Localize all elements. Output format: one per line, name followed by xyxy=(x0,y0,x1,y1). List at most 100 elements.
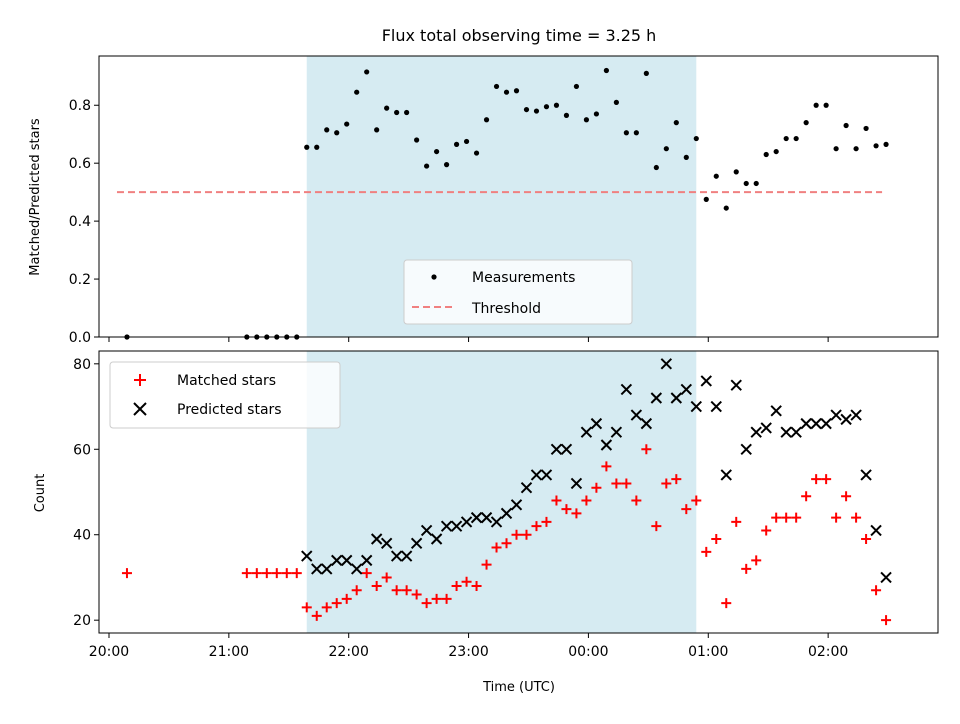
legend-label-measurements: Measurements xyxy=(472,270,575,286)
marker-1-1-57 xyxy=(870,524,882,537)
marker-1-0-61 xyxy=(841,491,852,502)
marker-0-0-40 xyxy=(633,130,639,136)
marker-1-0-20 xyxy=(431,593,442,604)
marker-1-0-37 xyxy=(601,461,612,472)
marker-1-0-63 xyxy=(861,534,872,544)
x-tick-label-6: 02:00 xyxy=(808,644,848,660)
marker-1-1-42 xyxy=(720,469,732,481)
marker-1-0-23 xyxy=(461,576,472,587)
y-tick-label-0-0: 0.0 xyxy=(69,330,91,346)
marker-1-0-7 xyxy=(301,602,312,613)
marker-1-0-55 xyxy=(781,512,792,523)
marker-1-0-52 xyxy=(751,555,762,566)
marker-0-0-37 xyxy=(603,67,609,74)
marker-1-1-3 xyxy=(331,554,343,567)
top-y-axis-label: Matched/Predicted stars xyxy=(28,118,43,276)
marker-0-0-21 xyxy=(443,162,450,168)
ratio-panel: 0.0 0.2 0.4 0.6 0.8 Measurements Threshold xyxy=(69,55,939,346)
marker-0-0-57 xyxy=(803,120,809,126)
marker-0-0-33 xyxy=(563,112,570,118)
marker-1-1-2 xyxy=(321,563,333,575)
marker-1-0-13 xyxy=(361,568,372,579)
legend-box-top xyxy=(403,259,633,325)
marker-1-1-34 xyxy=(640,417,653,430)
count-panel: 20 40 60 80 20:00 21:00 22:00 23:00 00:00 01:00 02… xyxy=(73,350,939,660)
axes-frame-0 xyxy=(98,55,939,338)
marker-1-1-12 xyxy=(420,524,433,537)
y-tick-label-0-2: 0.4 xyxy=(69,214,91,230)
marker-0-0-46 xyxy=(693,135,699,142)
marker-0-0-63 xyxy=(863,125,869,132)
marker-1-1-11 xyxy=(410,537,423,549)
marker-1-1-17 xyxy=(470,511,483,524)
marker-1-1-14 xyxy=(440,520,453,532)
marker-1-1-6 xyxy=(360,554,373,567)
marker-1-1-20 xyxy=(500,507,513,520)
marker-0-0-61 xyxy=(843,122,849,129)
marker-1-0-57 xyxy=(801,491,812,502)
marker-0-0-56 xyxy=(793,135,799,142)
marker-0-0-60 xyxy=(833,146,839,152)
marker-1-0-2 xyxy=(251,568,262,579)
marker-1-0-11 xyxy=(341,593,352,604)
marker-1-0-12 xyxy=(351,585,362,596)
marker-1-1-36 xyxy=(660,358,673,370)
marker-1-0-54 xyxy=(771,512,782,523)
marker-0-0-12 xyxy=(354,89,360,95)
marker-1-1-21 xyxy=(510,499,523,511)
marker-1-0-26 xyxy=(491,542,502,553)
marker-1-0-22 xyxy=(451,581,462,591)
marker-1-0-51 xyxy=(741,563,752,574)
marker-0-0-59 xyxy=(823,102,829,108)
marker-0-0-17 xyxy=(404,109,410,116)
chart-title: Flux total observing time = 3.25 h xyxy=(382,26,657,45)
marker-1-1-27 xyxy=(570,477,583,490)
marker-0-0-8 xyxy=(314,144,320,150)
marker-1-1-41 xyxy=(710,400,722,413)
marker-0-0-55 xyxy=(783,135,789,142)
marker-0-0-45 xyxy=(683,154,689,160)
marker-1-0-41 xyxy=(641,444,652,455)
marker-1-0-47 xyxy=(701,546,712,557)
marker-1-1-22 xyxy=(520,482,533,494)
marker-1-1-18 xyxy=(480,511,493,524)
marker-1-0-36 xyxy=(591,482,602,493)
marker-0-0-11 xyxy=(344,121,350,127)
marker-0-0-65 xyxy=(883,141,889,147)
marker-1-1-24 xyxy=(540,469,553,481)
y-tick-label-1-0: 20 xyxy=(73,613,91,629)
marker-1-1-5 xyxy=(350,563,363,575)
marker-1-0-43 xyxy=(661,478,672,489)
marker-0-0-31 xyxy=(543,104,550,110)
x-tick-label-3: 23:00 xyxy=(448,644,488,660)
marker-1-0-17 xyxy=(401,585,412,596)
legend-marker-predicted xyxy=(133,402,147,416)
marker-1-1-40 xyxy=(700,375,712,387)
marker-1-0-31 xyxy=(541,516,552,527)
marker-1-0-18 xyxy=(411,589,422,600)
x-tick-label-0: 20:00 xyxy=(89,644,129,660)
x-tick-label-5: 01:00 xyxy=(688,644,728,660)
marker-1-1-7 xyxy=(370,533,383,545)
marker-0-0-36 xyxy=(593,111,600,117)
y-tick-label-1-3: 80 xyxy=(73,357,91,373)
marker-1-1-58 xyxy=(880,571,892,584)
marker-0-0-48 xyxy=(713,173,719,179)
bottom-y-axis-label: Count xyxy=(33,474,48,513)
marker-0-0-15 xyxy=(384,105,390,111)
marker-1-1-15 xyxy=(450,520,463,532)
marker-1-0-8 xyxy=(311,610,322,621)
marker-1-1-32 xyxy=(620,383,633,396)
marker-1-0-45 xyxy=(681,504,692,515)
marker-1-1-1 xyxy=(311,563,323,575)
marker-0-0-23 xyxy=(463,138,470,145)
marker-1-0-10 xyxy=(331,598,342,609)
marker-0-0-44 xyxy=(673,120,679,126)
marker-0-0-7 xyxy=(304,144,310,150)
marker-1-0-25 xyxy=(481,559,492,570)
marker-0-0-38 xyxy=(613,99,619,105)
marker-1-1-51 xyxy=(810,417,822,430)
marker-1-0-33 xyxy=(561,504,572,515)
marker-1-0-29 xyxy=(521,529,532,540)
marker-0-0-30 xyxy=(533,108,540,114)
